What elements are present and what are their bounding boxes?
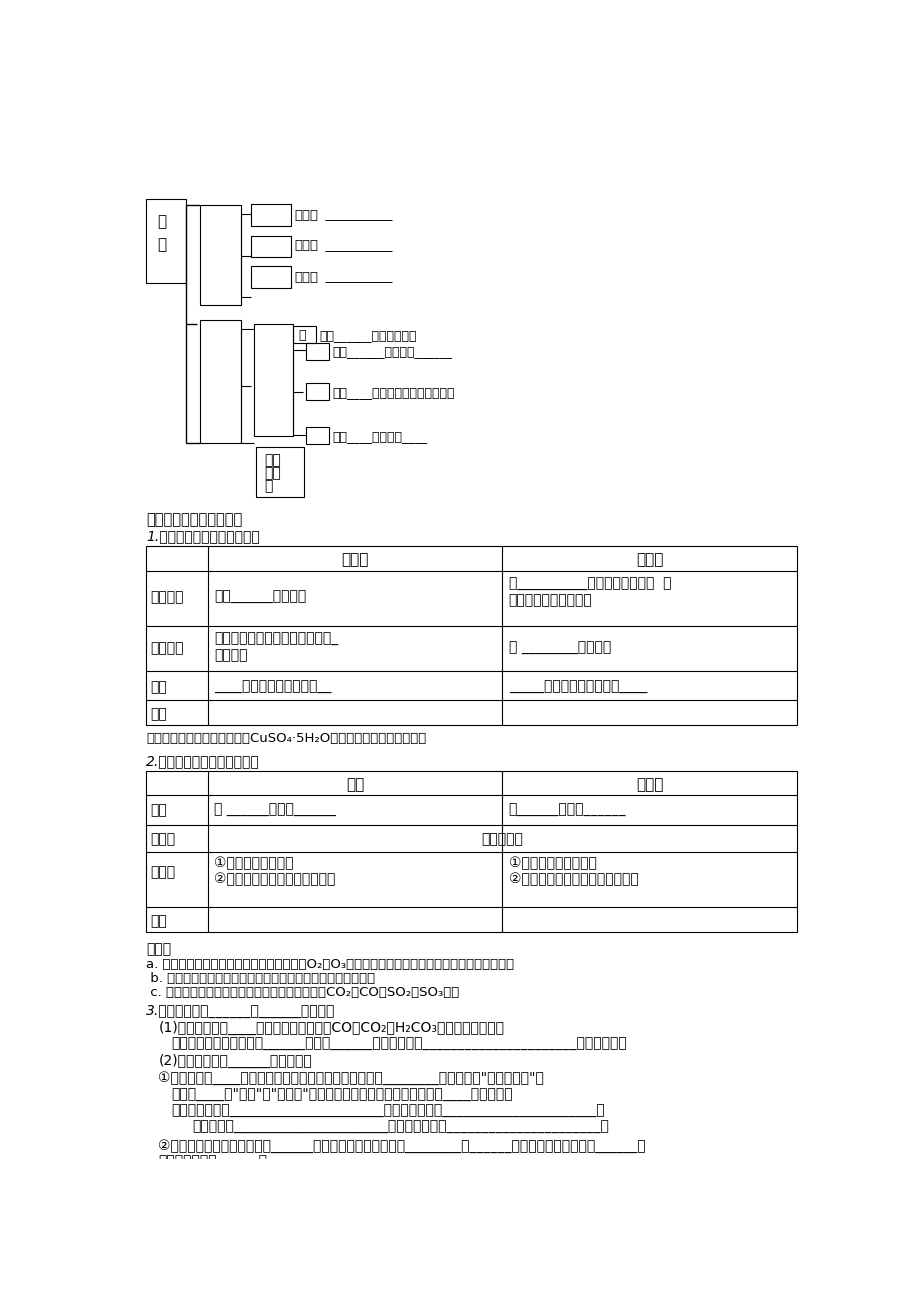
Text: 氧化物____（"一定"或"不一定"）含有氧元素，含有氧元素的化合物____是氧化物。: 氧化物____（"一定"或"不一定"）含有氧元素，含有氧元素的化合物____是氧… (171, 1087, 512, 1101)
Text: c. 含有相同元素的物质不一定是同一种物质（如CO₂、CO、SO₂、SO₃）。: c. 含有相同元素的物质不一定是同一种物质（如CO₂、CO、SO₂、SO₃）。 (146, 986, 459, 999)
Text: a. 含有一种元素的物质不一定都是单质（如O₂和O₃混合，金刚石和石墨混合），可能属于混合物；: a. 含有一种元素的物质不一定都是单质（如O₂和O₃混合，金刚石和石墨混合），可… (146, 958, 514, 971)
Text: 举例：最简单的有机物是______，它是______的主要成分。______________________都是有机物。: 举例：最简单的有机物是______，它是______的主要成分。________… (171, 1038, 626, 1051)
Text: (2)无机物：不含______的化合物。: (2)无机物：不含______的化合物。 (158, 1055, 312, 1068)
Text: 举例：: 举例： (294, 208, 318, 221)
Text: 只由______物质组成: 只由______物质组成 (214, 590, 306, 604)
Bar (305, 427, 329, 444)
Text: 概念: 概念 (150, 803, 166, 818)
Bar (293, 326, 316, 342)
Text: 宏观概念: 宏观概念 (150, 590, 183, 604)
Text: 由 ________分子构成: 由 ________分子构成 (508, 642, 610, 655)
Text: 单质: 单质 (346, 777, 364, 792)
Text: (1)有机物：含有____元素的化合物（除了CO、CO₂、H₂CO₃及碳酸盐以外）。: (1)有机物：含有____元素的化合物（除了CO、CO₂、H₂CO₃及碳酸盐以外… (158, 1021, 504, 1035)
Text: 举例：氧化物：______________________；含氧化合物：______________________。: 举例：氧化物：______________________；含氧化合物：____… (171, 1104, 604, 1118)
Text: 【辨析】辨析以下概念。: 【辨析】辨析以下概念。 (146, 512, 242, 527)
Text: 有机: 有机 (264, 453, 280, 467)
Text: 如：____；命名：____: 如：____；命名：____ (332, 430, 426, 443)
Text: 微观概念: 微观概念 (150, 642, 183, 655)
Text: 注意：结晶水合物（如胆矾：CuSO₄·5H₂O）看作组成固定属纯净物。: 注意：结晶水合物（如胆矾：CuSO₄·5H₂O）看作组成固定属纯净物。 (146, 732, 425, 745)
Text: 酸: 酸 (299, 328, 306, 341)
Bar (250, 204, 290, 225)
Text: _____用专门的化学式表示____: _____用专门的化学式表示____ (508, 680, 646, 694)
Text: 质: 质 (156, 237, 165, 253)
Text: 不同点: 不同点 (150, 866, 175, 879)
Text: 化合: 化合 (264, 466, 280, 480)
Bar (146, 199, 186, 284)
Bar (250, 267, 290, 288)
Bar (146, 771, 796, 932)
Text: 1.物质分为纯净物和混合物。: 1.物质分为纯净物和混合物。 (146, 529, 259, 543)
Text: 由 ______组成的______: 由 ______组成的______ (214, 803, 335, 818)
Text: 2.纯净物分为单指和化合物。: 2.纯净物分为单指和化合物。 (146, 754, 259, 768)
Text: 对于由分子构成的物质而言，由_
分子构成: 对于由分子构成的物质而言，由_ 分子构成 (214, 631, 338, 663)
Bar (305, 342, 329, 359)
Bar (200, 320, 240, 444)
Text: ____用专门的化学式表示__: ____用专门的化学式表示__ (214, 680, 331, 694)
Text: ①由不同种元素组成；
②化合物分子由不同种原子构成。: ①由不同种元素组成； ②化合物分子由不同种原子构成。 (508, 857, 638, 887)
Text: 如：____；命名：某酸某、某化某: 如：____；命名：某酸某、某化某 (332, 385, 454, 398)
Text: 由__________的物质混合而成，  彼
此间不能发生化学反应: 由__________的物质混合而成， 彼 此间不能发生化学反应 (508, 577, 671, 607)
Text: 举例：: 举例： (294, 240, 318, 253)
Text: ①氧化物是由____种元素组成的化合物，其中一种元素是________。（简记："二元必有氧"）: ①氧化物是由____种元素组成的化合物，其中一种元素是________。（简记：… (158, 1072, 544, 1085)
Text: 举例：: 举例： (294, 271, 318, 284)
Text: 纯净物: 纯净物 (341, 552, 369, 566)
Bar (255, 448, 304, 497)
Text: ②酸碱盐。酸的组成中一定有______元素，碱的组成中一定有________和______元素。酸溶液中一定有______，: ②酸碱盐。酸的组成中一定有______元素，碱的组成中一定有________和_… (158, 1139, 645, 1152)
Text: 物: 物 (264, 479, 272, 493)
Bar (146, 546, 796, 724)
Bar (305, 383, 329, 400)
Text: 均为纯净物: 均为纯净物 (481, 832, 523, 846)
Text: 举例: 举例 (150, 915, 166, 928)
Text: 注意：: 注意： (146, 943, 171, 957)
Text: 特征: 特征 (150, 680, 166, 694)
Text: 3.化合物主要有______和______两大类。: 3.化合物主要有______和______两大类。 (146, 1004, 335, 1018)
Text: 化合物: 化合物 (635, 777, 663, 792)
Bar (200, 204, 240, 305)
Text: 由______组成的______: 由______组成的______ (508, 803, 626, 818)
Text: 如：______；命名：某酸: 如：______；命名：某酸 (319, 328, 416, 341)
Bar (250, 236, 290, 256)
Text: b. 含不同种元素的物质不一定都是化合物（可能是混合物）；: b. 含不同种元素的物质不一定都是化合物（可能是混合物）； (146, 971, 375, 984)
Text: 碱溶液中一定有______。: 碱溶液中一定有______。 (158, 1155, 267, 1169)
Text: 相同点: 相同点 (150, 832, 175, 846)
Bar (255, 324, 293, 436)
Text: 物: 物 (156, 214, 165, 229)
Text: 如：______；命名：______: 如：______；命名：______ (332, 345, 451, 358)
Text: 金属氧化物______________________；非金属氧化物______________________。: 金属氧化物______________________；非金属氧化物______… (192, 1120, 608, 1134)
Text: 举例: 举例 (150, 707, 166, 721)
Text: 混合物: 混合物 (635, 552, 663, 566)
Text: ①由一种元素组成；
②单质的分子由同种原子构成。: ①由一种元素组成； ②单质的分子由同种原子构成。 (214, 857, 335, 887)
